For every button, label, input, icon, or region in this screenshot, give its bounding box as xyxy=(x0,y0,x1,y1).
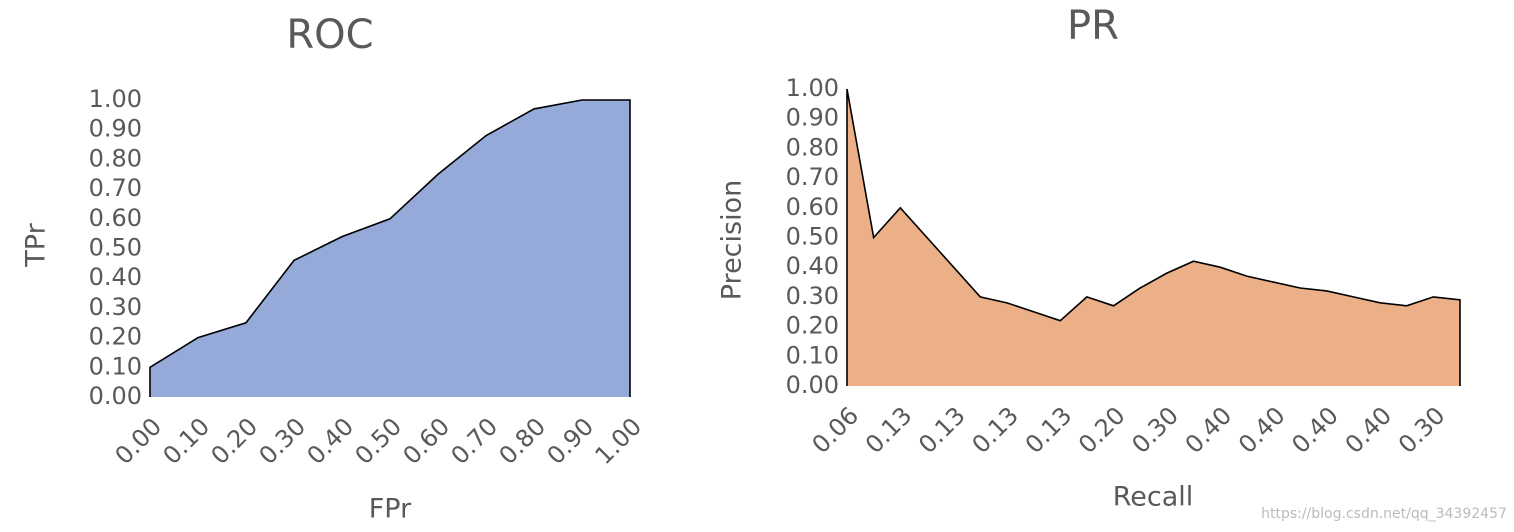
chart-title: ROC xyxy=(286,12,373,58)
x-axis-title: Recall xyxy=(1113,482,1194,513)
x-tick-label: 0.30 xyxy=(1393,401,1451,459)
y-tick-label: 0.70 xyxy=(786,163,839,191)
x-tick-label: 0.40 xyxy=(1233,401,1291,459)
y-tick-label: 0.80 xyxy=(786,133,839,161)
y-tick-label: 0.50 xyxy=(89,234,142,262)
x-tick-label: 0.13 xyxy=(860,401,918,459)
y-tick-label: 0.00 xyxy=(786,371,839,399)
x-tick-label: 0.90 xyxy=(542,412,600,470)
watermark: https://blog.csdn.net/qq_34392457 xyxy=(1261,506,1507,522)
x-tick-label: 0.13 xyxy=(1020,401,1078,459)
x-tick-label: 0.10 xyxy=(158,412,216,470)
y-tick-label: 0.00 xyxy=(89,382,142,410)
x-tick-label: 0.40 xyxy=(1286,401,1344,459)
x-tick-label: 0.50 xyxy=(350,412,408,470)
x-tick-label: 0.06 xyxy=(807,401,865,459)
y-tick-label: 1.00 xyxy=(89,85,142,113)
y-tick-label: 0.30 xyxy=(89,293,142,321)
y-tick-label: 0.90 xyxy=(89,115,142,143)
x-tick-label: 0.20 xyxy=(1073,401,1131,459)
x-axis-title: FPr xyxy=(369,494,412,525)
y-tick-label: 0.60 xyxy=(786,193,839,221)
x-tick-label: 0.70 xyxy=(446,412,504,470)
x-tick-label: 0.60 xyxy=(398,412,456,470)
area xyxy=(149,99,631,397)
x-tick-label: 0.30 xyxy=(254,412,312,470)
x-tick-label: 0.30 xyxy=(1126,401,1184,459)
x-tick-label: 0.13 xyxy=(913,401,971,459)
y-tick-label: 0.10 xyxy=(89,352,142,380)
y-tick-label: 0.40 xyxy=(89,263,142,291)
area xyxy=(846,88,1461,386)
x-tick-label: 0.40 xyxy=(1340,401,1398,459)
y-axis-title: Precision xyxy=(717,180,748,300)
y-tick-label: 0.90 xyxy=(786,104,839,132)
y-tick-label: 0.10 xyxy=(786,341,839,369)
y-tick-label: 0.50 xyxy=(786,223,839,251)
y-tick-label: 0.30 xyxy=(786,282,839,310)
x-tick-label: 1.00 xyxy=(590,412,648,470)
y-tick-label: 0.70 xyxy=(89,174,142,202)
y-axis-title: TPr xyxy=(21,222,52,267)
x-tick-label: 0.20 xyxy=(206,412,264,470)
x-tick-label: 0.40 xyxy=(1180,401,1238,459)
y-tick-label: 0.60 xyxy=(89,204,142,232)
x-tick-label: 0.13 xyxy=(967,401,1025,459)
y-tick-label: 0.20 xyxy=(786,312,839,340)
x-tick-label: 0.00 xyxy=(110,412,168,470)
y-tick-label: 0.80 xyxy=(89,144,142,172)
x-tick-label: 0.40 xyxy=(302,412,360,470)
y-tick-label: 1.00 xyxy=(786,74,839,102)
x-tick-label: 0.80 xyxy=(494,412,552,470)
chart-title: PR xyxy=(1067,3,1119,49)
y-tick-label: 0.40 xyxy=(786,252,839,280)
y-tick-label: 0.20 xyxy=(89,323,142,351)
